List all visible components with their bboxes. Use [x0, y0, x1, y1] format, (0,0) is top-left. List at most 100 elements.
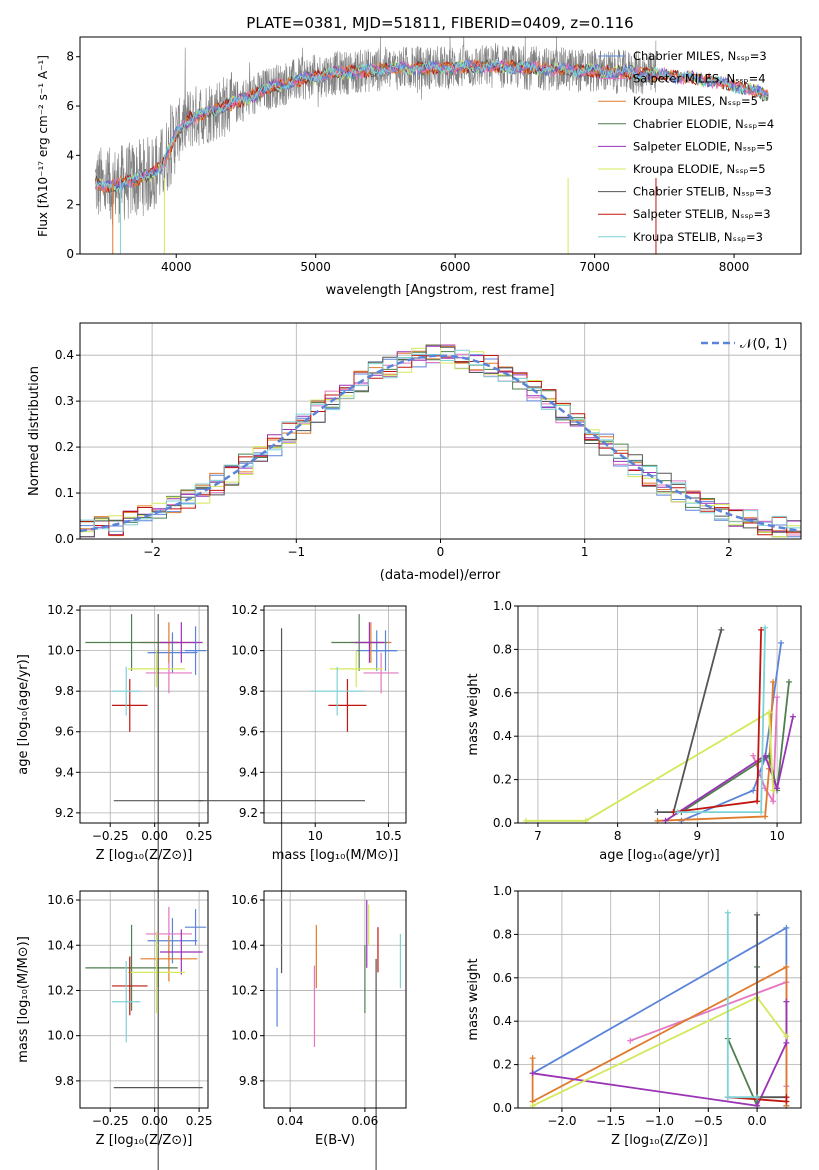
spectrum-legend: Chabrier MILES, Nₛₛₚ=3 Salpeter MILES, Nₛ… — [598, 49, 774, 244]
y-tick-label: 8 — [66, 50, 74, 64]
y-tick-label: 0.4 — [55, 348, 74, 362]
y-tick-label: 10.2 — [47, 983, 74, 997]
x-tick-label: 9 — [694, 829, 702, 843]
residuals-legend-label: 𝒩(0, 1) — [740, 337, 787, 352]
residuals-legend: 𝒩(0, 1) — [701, 337, 787, 352]
x-axis-label: Z [log₁₀(Z/Z⊙)] — [96, 1133, 193, 1148]
x-tick-label: 5000 — [300, 260, 331, 274]
y-tick-label: 10.0 — [231, 1029, 258, 1043]
x-tick-label: −0.25 — [92, 829, 129, 843]
legend-label: Salpeter MILES, Nₛₛₚ=4 — [633, 72, 766, 86]
x-axis-label: age [log₁₀(age/yr)] — [599, 848, 720, 863]
x-tick-label: 7 — [534, 829, 542, 843]
axes-frame — [263, 605, 407, 824]
y-tick-label: 0 — [66, 247, 74, 261]
x-tick-label: 0.25 — [186, 1114, 213, 1128]
parameter-panels: −0.25 0.00 0.25 9.2 9.4 9.6 9.8 10.0 10.2 Z [log₁… — [16, 599, 802, 1170]
legend-label: Chabrier STELIB, Nₛₛₚ=3 — [633, 185, 772, 199]
legend-label: Salpeter STELIB, Nₛₛₚ=3 — [633, 207, 771, 221]
x-tick-label: 7000 — [579, 260, 610, 274]
x-tick-label: 0.04 — [277, 1114, 304, 1128]
weight-line — [752, 697, 778, 805]
y-tick-label: 0.0 — [55, 532, 74, 546]
y-tick-label: 10.0 — [47, 644, 74, 658]
x-tick-label: 8000 — [719, 260, 750, 274]
panel-weight_vs_age: 7 8 9 10 0.0 0.2 0.4 0.6 0.8 1.0 age [log₁₀(age/yr… — [466, 599, 802, 863]
residuals-histograms — [79, 344, 802, 538]
y-tick-label: 10.0 — [47, 1029, 74, 1043]
y-tick-label: 10.2 — [231, 983, 258, 997]
y-tick-label: 0.2 — [493, 1058, 512, 1072]
spectrum-ticks: 4000 5000 6000 7000 8000 0 2 4 6 8 — [66, 50, 749, 274]
spectrum-model-line — [94, 59, 769, 192]
x-tick-label: 0.00 — [141, 829, 168, 843]
y-tick-label: 0.0 — [493, 1101, 512, 1115]
y-axis-label: mass weight — [466, 958, 481, 1040]
x-tick-label: −1.5 — [596, 1114, 625, 1128]
x-tick-label: 2 — [725, 545, 733, 559]
y-tick-label: 0.6 — [493, 686, 512, 700]
normal-curve — [79, 354, 802, 533]
y-tick-label: 0.8 — [493, 927, 512, 941]
y-tick-label: 9.4 — [239, 765, 258, 779]
panel-age_vs_Z: −0.25 0.00 0.25 9.2 9.4 9.6 9.8 10.0 10.2 Z [log₁… — [16, 603, 213, 988]
y-tick-label: 0.6 — [493, 971, 512, 985]
panel-mass_vs_ebv: 0.04 0.06 9.8 10.0 10.2 10.4 10.6 E(B-V) — [231, 890, 407, 1170]
legend-label: Salpeter ELODIE, Nₛₛₚ=5 — [633, 139, 773, 153]
weight-line — [657, 681, 774, 822]
x-tick-label: 1 — [581, 545, 589, 559]
y-tick-label: 10.0 — [231, 644, 258, 658]
weight-line — [532, 1001, 788, 1107]
y-tick-label: 6 — [66, 99, 74, 113]
residuals-ticks: −2 −1 0 1 2 0.0 0.1 0.2 0.3 0.4 — [55, 348, 733, 559]
legend-label: Chabrier ELODIE, Nₛₛₚ=4 — [633, 117, 774, 131]
y-tick-label: 9.2 — [239, 806, 258, 820]
y-tick-label: 1.0 — [493, 599, 512, 613]
y-tick-label: 0.2 — [55, 440, 74, 454]
x-tick-label: 0.0 — [748, 1114, 767, 1128]
residual-histogram — [80, 344, 801, 538]
residuals-ylabel: Normed distribution — [27, 366, 42, 496]
weight-line — [526, 710, 774, 822]
x-axis-label: mass [log₁₀(M/M⊙)] — [272, 848, 399, 863]
x-tick-label: 10.5 — [375, 829, 402, 843]
y-tick-label: 9.8 — [55, 1074, 74, 1088]
weight-line — [673, 629, 762, 813]
spectrum-ylabel: Flux [fλ10⁻¹⁷ erg cm⁻² s⁻¹ A⁻¹] — [36, 55, 50, 237]
panel-age_vs_mass: 10 10.5 9.2 9.4 9.6 9.8 10.0 10.2 mass [log₁₀(M/… — [198, 603, 407, 974]
panel-weight_vs_Z: −2.0 −1.5 −1.0 −0.5 0.0 0.0 0.2 0.4 0.6 0.8 1.0 Z [… — [466, 884, 802, 1148]
y-tick-label: 4 — [66, 148, 74, 162]
y-tick-label: 10.4 — [231, 938, 258, 952]
y-tick-label: 9.6 — [55, 725, 74, 739]
x-tick-label: 0.06 — [352, 1114, 379, 1128]
x-tick-label: 4000 — [161, 260, 192, 274]
y-tick-label: 9.8 — [239, 684, 258, 698]
x-tick-label: 0.00 — [141, 1114, 168, 1128]
legend-label: Kroupa ELODIE, Nₛₛₚ=5 — [633, 162, 766, 176]
residuals-xlabel: (data-model)/error — [380, 568, 501, 583]
residual-histogram — [80, 344, 801, 538]
y-tick-label: 9.6 — [239, 725, 258, 739]
y-axis-label: age [log₁₀(age/yr)] — [16, 654, 31, 775]
y-tick-label: 10.2 — [47, 603, 74, 617]
x-tick-label: 10 — [769, 829, 784, 843]
y-tick-label: 0.2 — [493, 773, 512, 787]
y-tick-label: 0.4 — [493, 1014, 512, 1028]
weight-line — [657, 629, 723, 813]
axes-frame — [79, 890, 209, 1109]
x-tick-label: −0.5 — [694, 1114, 723, 1128]
y-tick-label: 0.3 — [55, 394, 74, 408]
panel-mass_vs_Z: −0.25 0.00 0.25 9.8 10.0 10.2 10.4 10.6 Z [log₁₀… — [16, 890, 213, 1170]
spectrum-frame — [79, 36, 802, 255]
y-tick-label: 0.1 — [55, 486, 74, 500]
x-tick-label: 0.25 — [186, 829, 213, 843]
residuals-panel: −2 −1 0 1 2 0.0 0.1 0.2 0.3 0.4 (data-model)/erro… — [27, 322, 802, 583]
x-tick-label: 6000 — [440, 260, 471, 274]
axes-frame — [517, 605, 802, 824]
y-tick-label: 10.6 — [231, 893, 258, 907]
y-tick-label: 9.4 — [55, 765, 74, 779]
x-axis-label: Z [log₁₀(Z/Z⊙)] — [96, 848, 193, 863]
x-tick-label: −1.0 — [645, 1114, 674, 1128]
legend-label: Chabrier MILES, Nₛₛₚ=3 — [633, 49, 767, 63]
